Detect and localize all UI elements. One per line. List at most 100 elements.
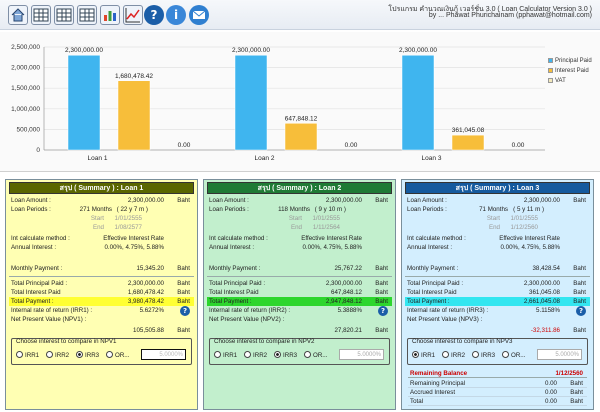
bar-principal-paid [401, 54, 435, 151]
radio-or[interactable]: OR... [106, 351, 129, 359]
unit-label: Baht [375, 327, 388, 334]
radio-or[interactable]: OR... [502, 351, 525, 359]
panel-header: สรุป ( Summary ) : Loan 1 [9, 182, 194, 194]
monthly-payment-label: Monthly Payment : [407, 265, 459, 272]
npv-label: Net Present Value (NPV3) : [407, 316, 483, 323]
help-icon[interactable]: ? [180, 306, 190, 316]
bar-chart-icon[interactable] [100, 5, 120, 25]
radio-irr1[interactable]: IRR1 [214, 351, 237, 359]
remaining-row-label: Remaining Principal [410, 380, 466, 387]
start-date: 1/01/2555 [510, 215, 538, 222]
npv-compare-label: Choose interest to compare in NPV2 [214, 338, 315, 345]
total-interest-value: 647,848.12 [331, 289, 362, 296]
unit-label: Baht [177, 289, 190, 296]
data-label: 2,300,000.00 [65, 47, 103, 54]
x-tick-label: Loan 2 [255, 155, 275, 162]
npv-rate-input[interactable]: 5.0000% [141, 349, 186, 360]
radio-irr3[interactable]: IRR3 [472, 351, 495, 359]
end-date: 1/08/2577 [114, 224, 142, 231]
summary-panel-loan-1: สรุป ( Summary ) : Loan 1 Loan Amount : 2… [5, 179, 198, 410]
npv-rate-input[interactable]: 5.0000% [537, 349, 582, 360]
info-icon[interactable]: i [166, 5, 186, 25]
radio-irr3[interactable]: IRR3 [274, 351, 297, 359]
remaining-row: Accrued Interest 0.00 Baht [408, 388, 587, 397]
radio-irr3[interactable]: IRR3 [76, 351, 99, 359]
data-label: 361,045.08 [452, 127, 485, 134]
summary-panel-loan-3: สรุป ( Summary ) : Loan 3 Loan Amount : 2… [401, 179, 594, 410]
total-payment-label: Total Payment : [407, 298, 450, 305]
data-label: 2,300,000.00 [399, 47, 437, 54]
unit-label: Baht [375, 265, 388, 272]
annual-interest-value: 0.00%, 4.75%, 5.88% [500, 244, 560, 251]
end-date: 1/12/2560 [510, 224, 538, 231]
remaining-balance-date: 1/12/2560 [555, 370, 583, 377]
unit-label: Baht [570, 398, 583, 405]
unit-label: Baht [573, 298, 586, 305]
bar-interest-paid [451, 134, 485, 151]
start-date: 1/01/2555 [114, 215, 142, 222]
bar-principal-paid [67, 54, 101, 151]
help-icon[interactable]: ? [144, 5, 164, 25]
total-payment-value: 3,980,478.42 [127, 298, 164, 305]
table-icon[interactable] [54, 5, 74, 25]
line-chart-icon[interactable] [123, 5, 143, 25]
unit-label: Baht [375, 289, 388, 296]
monthly-payment-value: 25,767.22 [334, 265, 362, 272]
remaining-row: Total 0.00 Baht [408, 397, 587, 406]
end-label: End [92, 224, 104, 231]
total-payment-row: Total Payment : 2,947,848.12 Baht [207, 297, 392, 306]
x-tick-label: Loan 1 [88, 155, 108, 162]
home-icon[interactable] [8, 5, 28, 25]
help-icon[interactable]: ? [576, 306, 586, 316]
table-icon[interactable] [31, 5, 51, 25]
method-value: Effective Interest Rate [301, 235, 362, 242]
toolbar: ? i โปรแกรม คำนวณเงินกู้ เวอร์ชั่น 3.0 (… [0, 0, 600, 30]
radio-irr2[interactable]: IRR2 [46, 351, 69, 359]
loan-periods-label: Loan Periods : [209, 206, 249, 213]
panel-header: สรุป ( Summary ) : Loan 3 [405, 182, 590, 194]
divider [405, 276, 590, 277]
remaining-row-value: 0.00 [544, 398, 557, 405]
loan-periods-label: Loan Periods : [407, 206, 447, 213]
monthly-payment-label: Monthly Payment : [209, 265, 261, 272]
npv-compare-group: Choose interest to compare in NPV2 IRR1 … [209, 338, 390, 365]
npv-label: Net Present Value (NPV1) : [11, 316, 87, 323]
npv-compare-label: Choose interest to compare in NPV3 [412, 338, 513, 345]
remaining-row-value: 0.00 [544, 380, 557, 387]
bar-interest-paid [117, 80, 151, 151]
loan-periods-label: Loan Periods : [11, 206, 51, 213]
radio-irr1[interactable]: IRR1 [16, 351, 39, 359]
monthly-payment-value: 15,345.20 [136, 265, 164, 272]
data-label: 647,848.12 [285, 115, 318, 122]
help-icon[interactable]: ? [378, 306, 388, 316]
total-principal-label: Total Principal Paid : [407, 280, 464, 287]
npv-rate-input[interactable]: 5.0000% [339, 349, 384, 360]
legend-principal: Principal Paid [548, 58, 592, 64]
app-title: โปรแกรม คำนวณเงินกู้ เวอร์ชั่น 3.0 ( Loa… [388, 6, 592, 13]
radio-irr1[interactable]: IRR1 [412, 351, 435, 359]
irr-label: Internal rate of return (IRR1) : [11, 307, 93, 314]
email-icon[interactable] [189, 5, 209, 25]
irr-value: 5.3888% [337, 307, 362, 314]
legend-vat: VAT [548, 78, 566, 84]
unit-label: Baht [177, 327, 190, 334]
unit-label: Baht [375, 197, 388, 204]
total-interest-label: Total Interest Paid [209, 289, 259, 296]
loan-amount-value: 2,300,000.00 [325, 197, 362, 204]
loan-comparison-chart: 0 500,000 1,000,000 1,500,000 2,000,000 2,500… [0, 32, 600, 172]
total-principal-value: 2,300,000.00 [325, 280, 362, 287]
x-tick-label: Loan 3 [422, 155, 442, 162]
annual-interest-label: Annual Interest : [11, 244, 57, 251]
radio-irr2[interactable]: IRR2 [442, 351, 465, 359]
irr-value: 5.6272% [139, 307, 164, 314]
annual-interest-value: 0.00%, 4.75%, 5.88% [104, 244, 164, 251]
monthly-payment-value: 38,428.54 [532, 265, 560, 272]
table-icon[interactable] [77, 5, 97, 25]
method-label: Int calculate method : [11, 235, 70, 242]
radio-irr2[interactable]: IRR2 [244, 351, 267, 359]
start-label: Start [288, 215, 302, 222]
unit-label: Baht [570, 380, 583, 387]
npv-compare-group: Choose interest to compare in NPV1 IRR1 … [11, 338, 192, 365]
data-label: 0.00 [512, 142, 525, 149]
radio-or[interactable]: OR... [304, 351, 327, 359]
